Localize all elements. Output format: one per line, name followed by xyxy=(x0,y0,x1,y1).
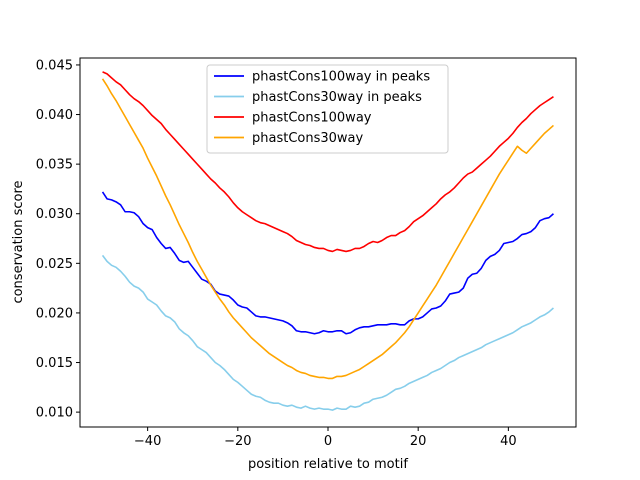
legend-frame xyxy=(206,64,449,154)
series-layer xyxy=(101,71,554,411)
y-tick-label: 0.020 xyxy=(36,306,73,321)
legend: phastCons100way in peaks phastCons30way i… xyxy=(206,64,449,154)
x-axis-ticks: −40 −20 0 20 40 xyxy=(134,427,517,449)
y-tick-label: 0.035 xyxy=(36,158,73,173)
series-line-2 xyxy=(102,71,554,253)
y-axis-ticks: 0.010 0.015 0.020 0.025 0.030 0.035 0.040 0.045 xyxy=(36,58,80,421)
y-tick-label: 0.015 xyxy=(36,356,73,371)
legend-label-2: phastCons100way xyxy=(252,111,372,126)
y-tick-label: 0.030 xyxy=(36,207,73,222)
y-axis-label: conservation score xyxy=(11,180,26,303)
x-tick-label: 0 xyxy=(324,434,332,449)
y-tick-label: 0.040 xyxy=(36,108,73,123)
x-tick-label: −40 xyxy=(134,434,161,449)
series-line-0 xyxy=(101,191,554,335)
x-tick-label: 40 xyxy=(500,434,517,449)
legend-label-1: phastCons30way in peaks xyxy=(252,90,422,105)
legend-label-0: phastCons100way in peaks xyxy=(252,70,430,85)
x-axis-label: position relative to motif xyxy=(248,457,408,472)
x-tick-label: −20 xyxy=(224,434,251,449)
series-line-3 xyxy=(101,78,554,380)
legend-label-3: phastCons30way xyxy=(252,131,364,146)
series-line-1 xyxy=(101,254,554,411)
y-tick-label: 0.045 xyxy=(36,58,73,73)
y-tick-label: 0.025 xyxy=(36,257,73,272)
y-tick-label: 0.010 xyxy=(36,406,73,421)
x-tick-label: 20 xyxy=(410,434,427,449)
